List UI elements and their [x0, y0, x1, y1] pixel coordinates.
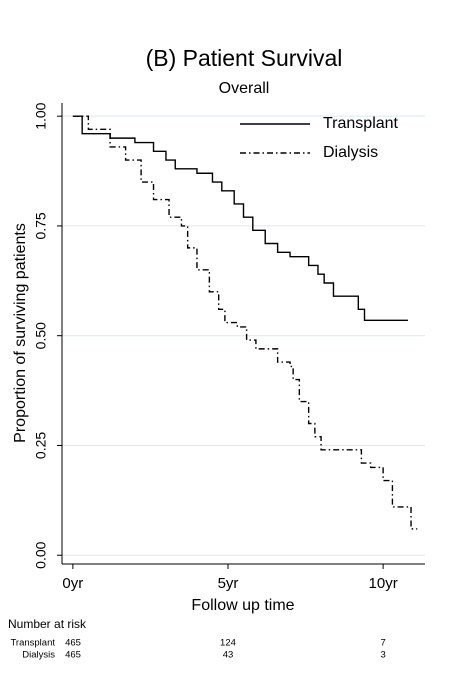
risk-value: 43: [223, 650, 234, 661]
y-tick-label: 0.50: [33, 322, 49, 349]
risk-value: 7: [380, 638, 385, 649]
risk-row-label: Transplant: [10, 638, 55, 649]
legend-label: Dialysis: [323, 144, 378, 161]
chart-title: (B) Patient Survival: [146, 45, 343, 71]
risk-value: 465: [65, 650, 81, 661]
y-tick-label: 0.00: [33, 541, 49, 568]
risk-value: 465: [65, 638, 81, 649]
y-tick-label: 0.75: [33, 212, 49, 239]
y-tick-label: 1.00: [33, 102, 49, 129]
legend-label: Transplant: [323, 115, 399, 132]
survival-line: [72, 115, 418, 530]
risk-value: 124: [220, 638, 236, 649]
risk-row-label: Dialysis: [22, 650, 55, 661]
y-axis-label: Proportion of surviving patients: [12, 223, 29, 443]
y-tick-label: 0.25: [33, 432, 49, 459]
risk-value: 3: [380, 650, 385, 661]
x-tick-label: 0yr: [62, 575, 83, 592]
x-tick-label: 5yr: [218, 575, 239, 592]
chart-subtitle: Overall: [219, 80, 270, 97]
survival-line: [72, 115, 408, 322]
risk-title: Number at risk: [8, 617, 87, 631]
x-axis-label: Follow up time: [191, 597, 294, 614]
x-tick-label: 10yr: [369, 575, 398, 592]
